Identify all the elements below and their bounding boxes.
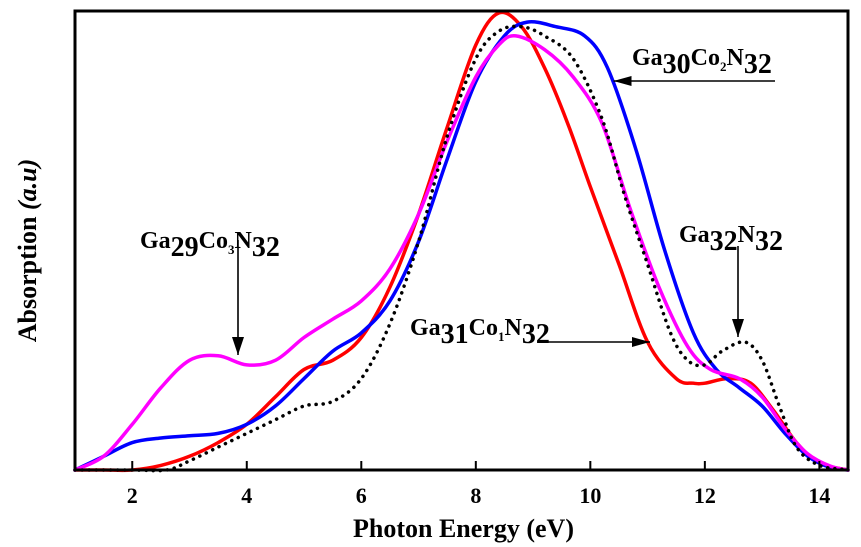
annotation-Ga32N32: Ga32N32 xyxy=(679,222,783,337)
series-line-Ga32N32 xyxy=(73,24,850,473)
x-axis-title: Photon Energy (eV) xyxy=(353,514,574,543)
x-tick-label: 12 xyxy=(694,483,716,508)
arrowhead-icon xyxy=(613,76,632,86)
annotation-label: Ga30Co2N32 xyxy=(632,45,772,80)
y-axis-title: Absorption (a.u) xyxy=(13,159,42,342)
x-tick-label: 10 xyxy=(579,483,601,508)
x-tick-label: 6 xyxy=(356,483,367,508)
annotation-Ga30Co2N32: Ga30Co2N32 xyxy=(613,45,775,86)
arrowhead-icon xyxy=(232,337,244,355)
y-axis-title-main: Absorption xyxy=(13,210,42,342)
x-tick-label: 2 xyxy=(127,483,138,508)
annotation-Ga29Co3N32: Ga29Co3N32 xyxy=(140,228,280,355)
arrowhead-icon xyxy=(632,337,650,347)
arrowhead-icon xyxy=(732,319,744,337)
x-axis-ticks: 2 4 6 8 10 12 14 xyxy=(127,461,830,508)
y-axis-title-unit: (a.u) xyxy=(13,159,42,210)
plot-frame xyxy=(73,9,850,472)
x-tick-label: 14 xyxy=(808,483,830,508)
x-tick-label: 8 xyxy=(470,483,481,508)
curves-layer xyxy=(73,10,850,473)
annotation-Ga31Co1N32: Ga31Co1N32 xyxy=(410,315,650,350)
annotation-label: Ga31Co1N32 xyxy=(410,315,550,350)
annotations-layer: Ga30Co2N32 Ga29Co3N32 Ga31Co1N32 Ga32N32 xyxy=(140,45,783,355)
annotation-label: Ga32N32 xyxy=(679,222,783,257)
x-tick-label: 4 xyxy=(241,483,252,508)
series-line-Ga29Co3N32 xyxy=(73,34,850,472)
annotation-label: Ga29Co3N32 xyxy=(140,228,280,263)
